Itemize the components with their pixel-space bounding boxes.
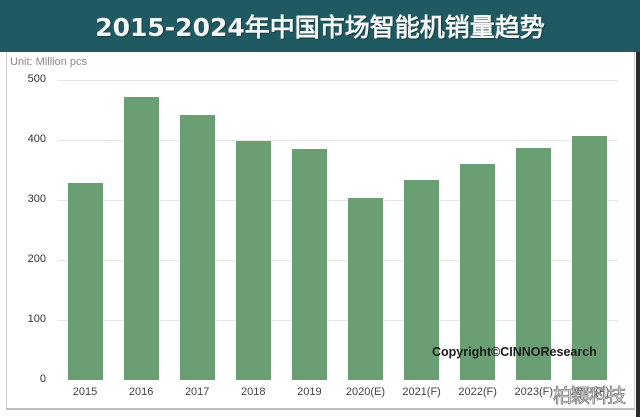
bar-2019 — [291, 149, 327, 380]
bar-2024(F) — [572, 135, 608, 380]
gridline — [58, 260, 618, 261]
unit-label: Unit: Million pcs — [10, 56, 88, 68]
bar-2017 — [179, 114, 215, 380]
x-tick-label: 2022(F) — [458, 386, 497, 398]
x-tick-label: 2018 — [241, 386, 266, 398]
y-tick-label: 200 — [27, 253, 46, 265]
x-tick-label: 2019 — [297, 386, 322, 398]
bar-2016 — [123, 96, 159, 380]
gridline — [58, 80, 618, 81]
x-tick-label: 2024(F) — [570, 386, 610, 398]
y-tick-label: 0 — [39, 373, 46, 385]
y-tick-label: 300 — [27, 193, 46, 205]
y-tick-label: 500 — [27, 73, 46, 85]
chart-title: 2015-2024年中国市场智能机销量趋势 — [95, 13, 545, 42]
x-tick-label: 2021(F) — [402, 386, 441, 398]
x-tick-label: 2023(F) — [514, 386, 554, 398]
y-tick-label: 400 — [27, 133, 46, 145]
y-tick-label: 100 — [27, 313, 46, 325]
x-tick-label: 2016 — [128, 386, 154, 398]
x-tick-label: 2020(E) — [345, 386, 386, 398]
x-tick-label: 2015 — [72, 386, 98, 398]
bar-2015 — [67, 183, 103, 380]
chart-header: 2015-2024年中国市场智能机销量趋势 — [0, 0, 640, 52]
bar-2021(F) — [404, 180, 440, 380]
watermark-text: 柏颖科技 — [553, 385, 627, 408]
gridline — [58, 200, 618, 201]
x-tick-label: 2017 — [184, 386, 210, 398]
gridline — [58, 320, 618, 321]
bar-2018 — [235, 141, 271, 380]
bar-2022(F) — [460, 164, 496, 380]
copyright-text: Copyright©CINNOResearch — [432, 345, 597, 359]
gridline — [58, 140, 618, 141]
edge-border — [636, 52, 640, 417]
bar-2020(E) — [348, 198, 383, 380]
bar-2023(F) — [516, 148, 552, 380]
